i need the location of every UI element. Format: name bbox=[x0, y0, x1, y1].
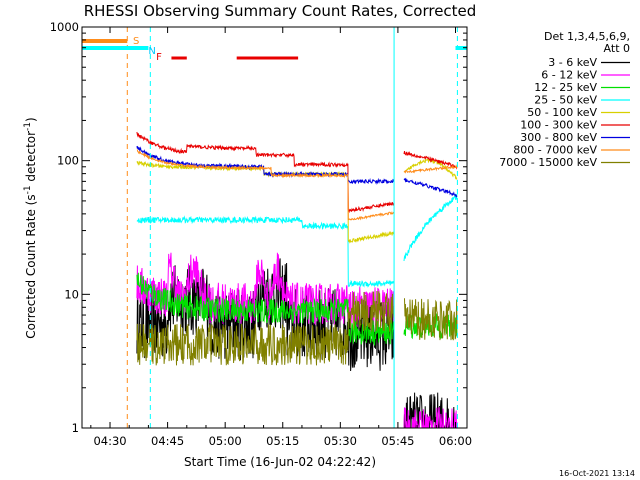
legend-entry-label: 300 - 800 keV bbox=[520, 131, 597, 144]
x-tick-label: 05:15 bbox=[266, 434, 299, 448]
legend-entry-label: 100 - 300 keV bbox=[520, 119, 597, 132]
x-tick-label: 05:00 bbox=[209, 434, 242, 448]
legend-entry-label: 7000 - 15000 keV bbox=[499, 156, 597, 169]
legend-entry-label: 12 - 25 keV bbox=[534, 81, 597, 94]
data-layer: SNF bbox=[82, 27, 467, 429]
legend-entry-label: 800 - 7000 keV bbox=[513, 144, 597, 157]
y-tick-label: 10 bbox=[64, 287, 79, 301]
legend-entry-label: 6 - 12 keV bbox=[541, 69, 597, 82]
chart-title: RHESSI Observing Summary Count Rates, Co… bbox=[84, 2, 477, 20]
x-tick-label: 04:45 bbox=[151, 434, 184, 448]
x-tick-label: 05:30 bbox=[324, 434, 357, 448]
flag-annotation: S bbox=[133, 36, 139, 47]
legend-header: Att 0 bbox=[604, 42, 630, 55]
flag-annotation: F bbox=[156, 52, 162, 63]
series-line bbox=[136, 145, 458, 198]
generation-timestamp: 16-Oct-2021 13:14 bbox=[559, 469, 635, 478]
y-tick-label: 100 bbox=[57, 154, 79, 168]
series-line bbox=[136, 290, 458, 366]
series-line bbox=[136, 149, 458, 221]
series-line bbox=[136, 192, 458, 288]
y-tick-label: 1 bbox=[72, 421, 79, 435]
flag-annotation: N bbox=[148, 46, 155, 57]
legend-entry-label: 25 - 50 keV bbox=[534, 94, 597, 107]
axis-layer: 04:30 04:45 05:00 05:15 05:30 05:45 06:00 1 10 10… bbox=[50, 20, 472, 448]
y-tick-label: 1000 bbox=[50, 20, 79, 34]
legend-header: Det 1,3,4,5,6,9, bbox=[544, 30, 630, 43]
x-tick-label: 04:30 bbox=[93, 434, 126, 448]
legend-entry-label: 3 - 6 keV bbox=[548, 56, 597, 69]
y-axis-label: Corrected Count Rate (s-1 detector-1) bbox=[23, 117, 38, 338]
x-axis-label: Start Time (16-Jun-02 04:22:42) bbox=[184, 455, 376, 469]
series-line bbox=[136, 131, 458, 214]
x-tick-label: 06:00 bbox=[439, 434, 472, 448]
legend-entry-label: 50 - 100 keV bbox=[527, 106, 597, 119]
plot-frame bbox=[81, 26, 468, 429]
x-tick-label: 05:45 bbox=[381, 434, 414, 448]
